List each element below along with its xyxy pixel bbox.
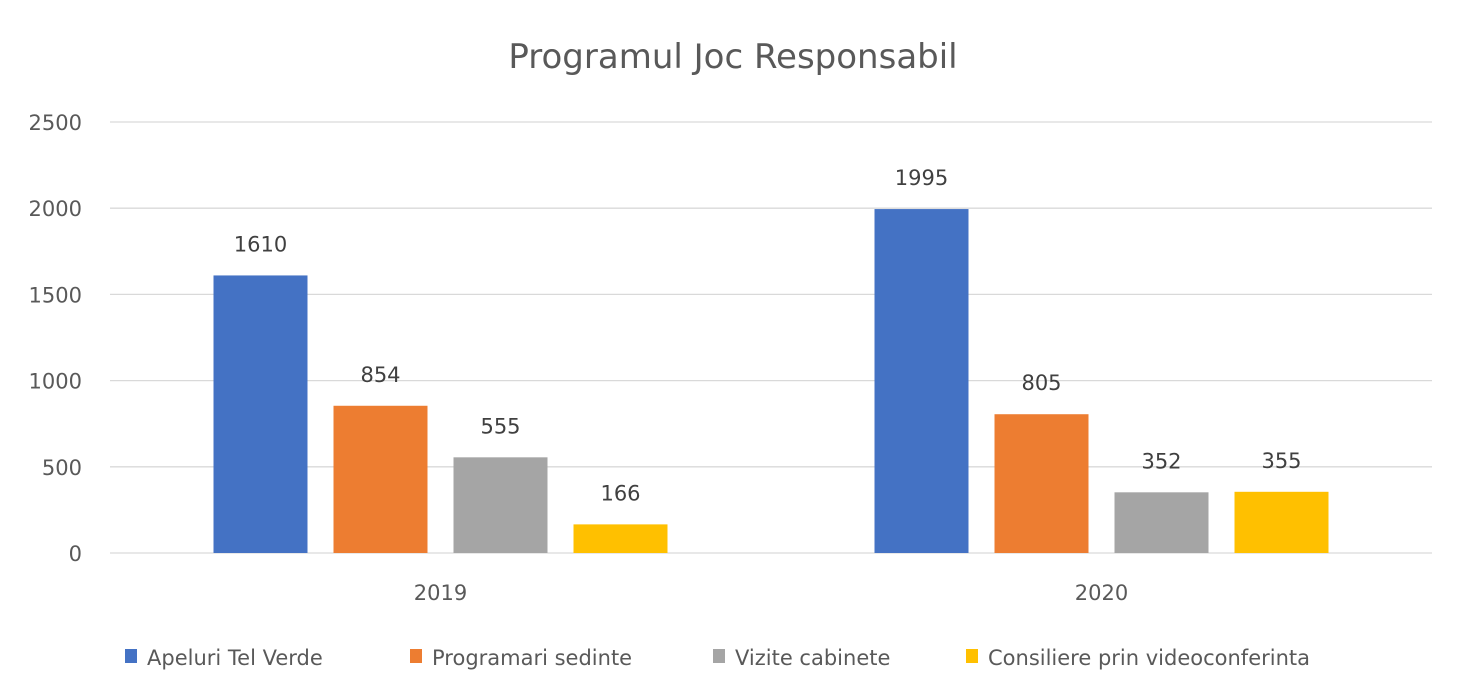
legend-swatch bbox=[125, 649, 137, 663]
y-tick-label: 500 bbox=[42, 456, 82, 480]
legend-label: Vizite cabinete bbox=[735, 646, 890, 670]
data-label: 355 bbox=[1261, 449, 1301, 473]
x-tick-label: 2019 bbox=[414, 581, 467, 605]
data-label: 1610 bbox=[234, 232, 287, 256]
bar bbox=[1234, 491, 1329, 553]
data-label: 854 bbox=[360, 363, 400, 387]
data-label: 166 bbox=[600, 481, 640, 505]
data-label: 1995 bbox=[895, 166, 948, 190]
y-tick-label: 1000 bbox=[29, 370, 82, 394]
legend-swatch bbox=[410, 649, 422, 663]
legend-swatch bbox=[966, 649, 978, 663]
legend-swatch bbox=[713, 649, 725, 663]
y-tick-label: 2000 bbox=[29, 197, 82, 221]
legend-item: Apeluri Tel Verde bbox=[125, 646, 323, 670]
y-tick-label: 0 bbox=[69, 542, 82, 566]
data-label: 805 bbox=[1021, 371, 1061, 395]
legend-label: Apeluri Tel Verde bbox=[147, 646, 323, 670]
bar bbox=[333, 405, 428, 553]
data-label: 352 bbox=[1141, 449, 1181, 473]
bar bbox=[874, 209, 969, 553]
bar bbox=[573, 524, 668, 553]
legend-item: Consiliere prin videoconferinta bbox=[966, 646, 1310, 670]
legend-item: Vizite cabinete bbox=[713, 646, 890, 670]
y-tick-label: 2500 bbox=[29, 111, 82, 135]
legend-label: Programari sedinte bbox=[432, 646, 632, 670]
bar bbox=[453, 457, 548, 553]
bar bbox=[213, 275, 308, 553]
data-label: 555 bbox=[480, 414, 520, 438]
bar bbox=[994, 414, 1089, 553]
bar bbox=[1114, 492, 1209, 553]
legend-item: Programari sedinte bbox=[410, 646, 632, 670]
y-tick-label: 1500 bbox=[29, 283, 82, 307]
x-tick-label: 2020 bbox=[1075, 581, 1128, 605]
legend-label: Consiliere prin videoconferinta bbox=[988, 646, 1310, 670]
chart-title: Programul Joc Responsabil bbox=[508, 37, 957, 77]
